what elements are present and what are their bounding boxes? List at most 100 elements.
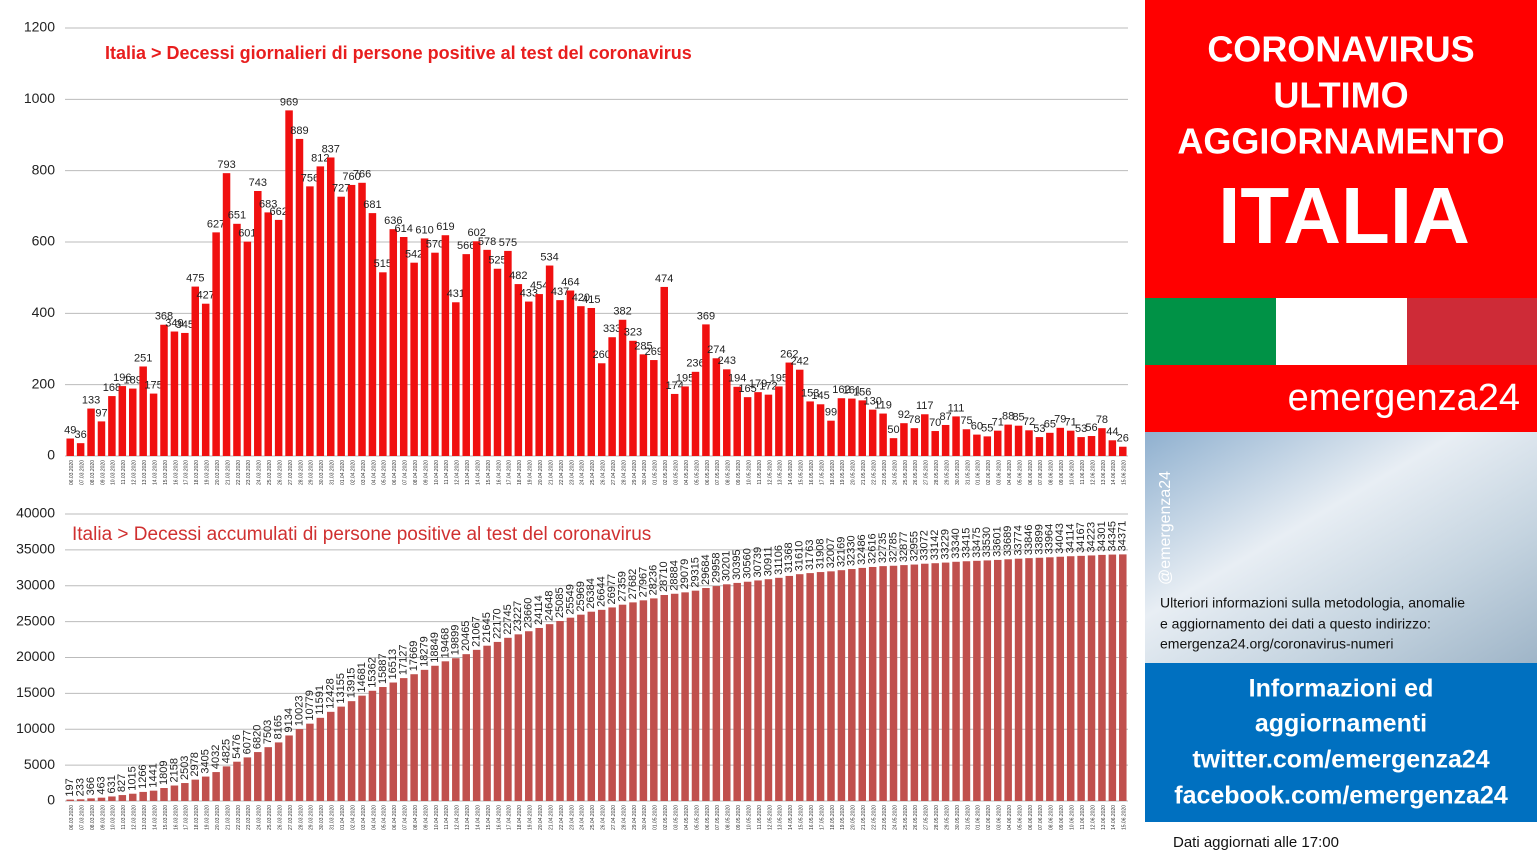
x-tick-label: 27.04.2020 (611, 460, 617, 485)
value-label: 60 (971, 421, 983, 433)
bar (889, 565, 898, 801)
value-label: 743 (249, 177, 267, 189)
bar (597, 609, 606, 801)
value-label: 23660 (523, 598, 535, 629)
x-tick-label: 14.04.2020 (475, 460, 481, 485)
value-label: 78 (1096, 414, 1108, 426)
value-label: 19899 (450, 625, 462, 656)
bar (504, 637, 512, 801)
x-tick-label: 09.03.2020 (100, 460, 106, 485)
value-label: 71 (992, 417, 1004, 429)
x-tick-label: 01.06.2020 (976, 460, 982, 485)
value-label: 31368 (783, 542, 795, 573)
bar (577, 306, 585, 456)
bar (764, 394, 773, 456)
x-tick-label: 25.04.2020 (590, 460, 596, 485)
x-tick-label: 20.04.2020 (538, 460, 544, 485)
value-label: 30395 (731, 549, 743, 580)
bar (420, 238, 429, 456)
value-label: 111 (948, 402, 965, 414)
bar (795, 369, 804, 456)
flag-green (1145, 298, 1276, 365)
x-tick-label: 11.04.2020 (444, 805, 450, 830)
bar (462, 654, 470, 801)
x-tick-label: 22.04.2020 (559, 805, 565, 830)
x-tick-label: 02.04.2020 (350, 460, 356, 485)
x-tick-label: 12.05.2020 (767, 805, 773, 830)
x-tick-label: 27.03.2020 (288, 805, 294, 830)
bar (639, 354, 648, 456)
value-label: 32877 (898, 532, 910, 563)
value-label: 32955 (908, 531, 920, 562)
x-tick-label: 06.05.2020 (705, 460, 711, 485)
value-label: 475 (186, 272, 204, 284)
bar (139, 791, 147, 801)
value-label: 79 (1054, 414, 1066, 426)
x-tick-label: 04.05.2020 (684, 460, 690, 485)
value-label: 542 (405, 249, 423, 261)
bar (702, 588, 710, 801)
bar (931, 563, 939, 801)
bar (1119, 446, 1127, 456)
value-label: 25085 (554, 587, 566, 618)
bar (389, 682, 398, 801)
value-label: 368 (155, 311, 173, 323)
value-label: 19468 (439, 628, 451, 659)
social-box (1145, 663, 1537, 822)
bar (181, 783, 189, 801)
x-tick-label: 18.05.2020 (830, 805, 836, 830)
bar (973, 560, 981, 801)
bar (848, 398, 856, 456)
x-tick-label: 13.03.2020 (142, 805, 148, 830)
x-tick-label: 08.03.2020 (90, 805, 96, 830)
x-tick-label: 25.04.2020 (590, 805, 596, 830)
x-tick-label: 26.04.2020 (601, 805, 607, 830)
value-label: 189 (124, 374, 142, 386)
x-tick-label: 12.05.2020 (767, 460, 773, 485)
value-label: 18279 (418, 636, 430, 667)
value-label: 30739 (752, 547, 764, 578)
x-tick-label: 28.03.2020 (298, 460, 304, 485)
value-label: 274 (707, 344, 725, 356)
value-label: 33142 (929, 530, 941, 561)
value-label: 427 (197, 290, 215, 302)
bar (504, 250, 512, 456)
x-tick-label: 31.03.2020 (330, 805, 336, 830)
value-label: 194 (728, 373, 746, 385)
value-label: 2978 (189, 752, 201, 776)
x-tick-label: 16.04.2020 (496, 460, 502, 485)
value-label: 33689 (1002, 526, 1014, 557)
x-tick-label: 15.03.2020 (163, 460, 169, 485)
value-label: 32330 (846, 535, 858, 566)
x-tick-label: 17.05.2020 (819, 460, 825, 485)
value-label: 29079 (679, 559, 691, 590)
value-label: 175 (144, 379, 162, 391)
value-label: 32169 (835, 537, 847, 568)
value-label: 6820 (252, 725, 264, 749)
value-label: 4032 (210, 745, 222, 769)
x-tick-label: 16.03.2020 (173, 460, 179, 485)
bar (535, 294, 543, 456)
x-tick-label: 06.03.2020 (69, 460, 75, 485)
value-label: 53 (1033, 423, 1045, 435)
value-label: 636 (384, 215, 402, 227)
value-label: 4825 (220, 739, 232, 763)
bar (431, 252, 439, 456)
value-label: 75 (960, 415, 972, 427)
bar (285, 110, 293, 456)
value-label: 145 (811, 390, 829, 402)
bar (97, 797, 106, 801)
x-tick-label: 15.04.2020 (486, 460, 492, 485)
bar (191, 779, 200, 801)
bar (493, 641, 502, 801)
bar (608, 337, 616, 456)
value-label: 31763 (804, 540, 816, 571)
value-label: 55 (981, 422, 993, 434)
value-label: 32486 (856, 534, 868, 565)
flag-white (1276, 298, 1407, 365)
bar (775, 577, 783, 801)
x-tick-label: 18.04.2020 (517, 460, 523, 485)
x-tick-label: 26.05.2020 (913, 460, 919, 485)
value-label: 631 (106, 775, 118, 793)
value-label: 26644 (596, 576, 608, 607)
